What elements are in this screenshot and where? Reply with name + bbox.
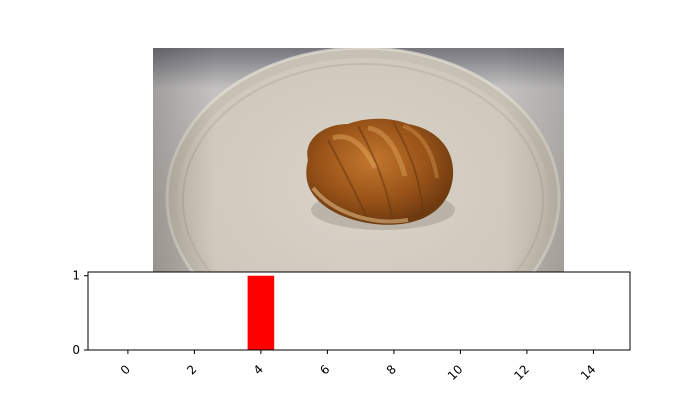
x-tick-label: 2	[184, 362, 199, 377]
y-tick-label: 0	[72, 343, 80, 357]
x-tick-label: 12	[511, 362, 532, 383]
x-tick-label: 10	[445, 362, 466, 383]
bar-4	[247, 275, 275, 350]
x-tick-label: 6	[317, 362, 332, 377]
y-tick-label: 1	[72, 269, 80, 283]
x-tick-label: 4	[251, 362, 266, 377]
x-tick-label: 0	[118, 362, 133, 377]
plot-area-frame	[87, 271, 631, 351]
x-tick-label: 14	[578, 362, 599, 383]
plot-area-background	[88, 272, 630, 350]
bread-roll-photo	[153, 48, 564, 272]
x-tick-label: 8	[384, 362, 399, 377]
